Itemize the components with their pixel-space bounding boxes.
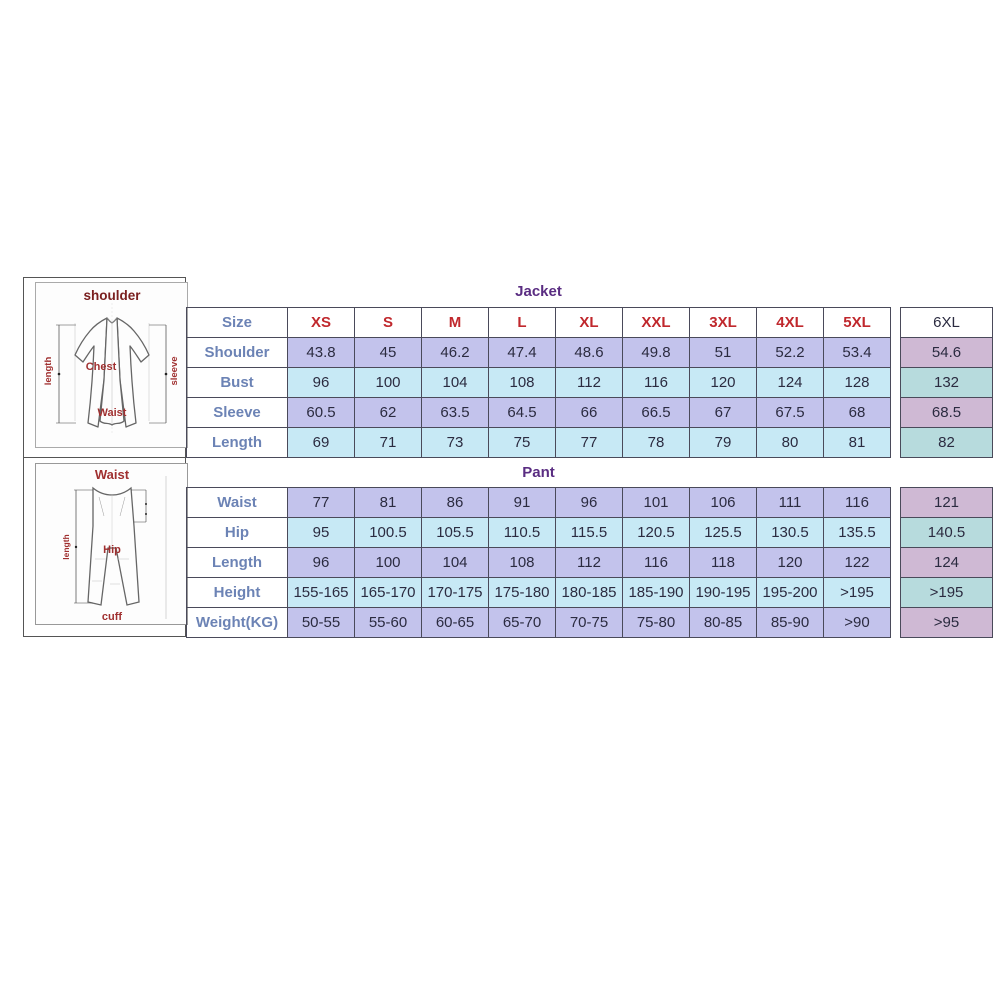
svg-text:cuff: cuff	[102, 611, 123, 623]
svg-text:shoulder: shoulder	[83, 288, 141, 303]
svg-text:Waist: Waist	[95, 467, 130, 482]
svg-text:sleeve: sleeve	[169, 356, 180, 385]
svg-text:Waist: Waist	[98, 407, 127, 419]
svg-text:Hip: Hip	[103, 544, 121, 556]
svg-text:length: length	[61, 534, 71, 560]
svg-text:length: length	[43, 357, 54, 386]
svg-text:Chest: Chest	[86, 361, 117, 373]
